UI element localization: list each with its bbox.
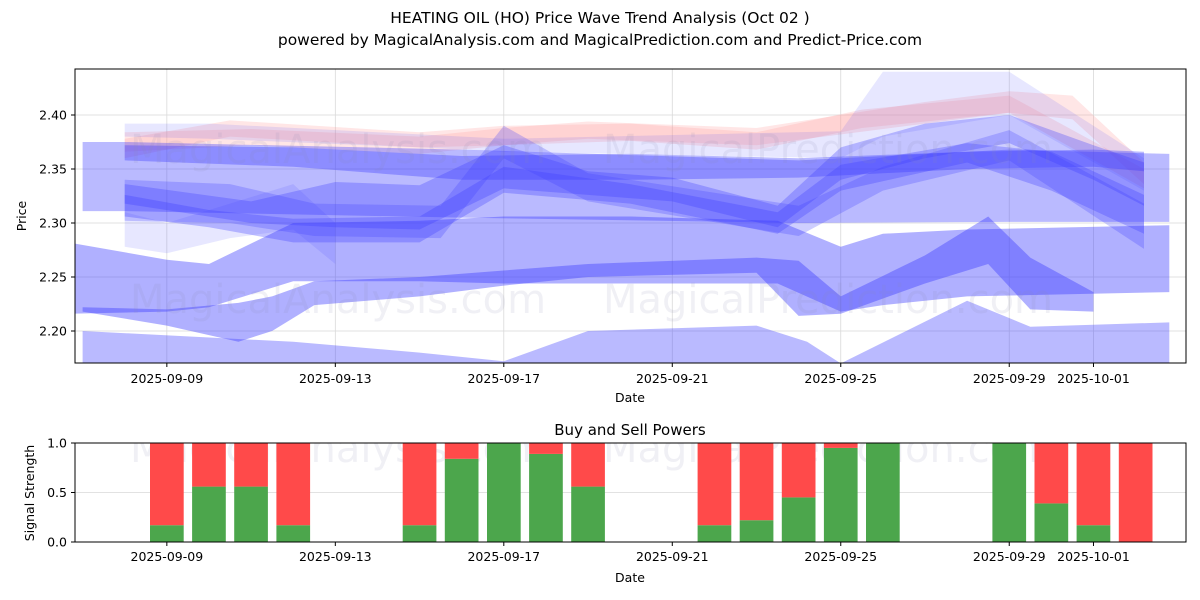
signal-x-tick-label: 2025-09-09 bbox=[131, 549, 204, 564]
buy-bar bbox=[529, 453, 563, 542]
price-x-tick-label: 2025-09-13 bbox=[299, 371, 372, 386]
buy-bar bbox=[823, 447, 858, 542]
buy-bar bbox=[1076, 525, 1111, 542]
price-y-tick-label: 2.35 bbox=[39, 162, 67, 177]
sell-bar bbox=[444, 443, 479, 459]
sell-bar bbox=[739, 443, 774, 521]
signal-x-tick-label: 2025-09-21 bbox=[636, 549, 709, 564]
price-x-tick-label: 2025-10-01 bbox=[1057, 371, 1130, 386]
buy-bar bbox=[444, 458, 479, 542]
watermark-prediction-2: MagicalPrediction.com bbox=[603, 277, 1053, 323]
buy-bar bbox=[697, 525, 732, 542]
buy-bar bbox=[150, 525, 184, 542]
price-x-tick-label: 2025-09-17 bbox=[467, 371, 540, 386]
price-x-axis: 2025-09-09 2025-09-13 2025-09-17 2025-09-21… bbox=[131, 363, 1130, 386]
signal-y-tick-label: 0.5 bbox=[47, 485, 67, 500]
price-y-tick-label: 2.25 bbox=[39, 270, 67, 285]
signal-x-tick-label: 2025-09-29 bbox=[973, 549, 1046, 564]
signal-x-axis: 2025-09-09 2025-09-13 2025-09-17 2025-09-21… bbox=[131, 542, 1130, 564]
watermark-prediction-1: MagicalPrediction.com bbox=[603, 127, 1053, 173]
price-x-tick-label: 2025-09-21 bbox=[636, 371, 709, 386]
price-y-axis: 2.20 2.25 2.30 2.35 2.40 bbox=[39, 108, 75, 339]
buy-bar bbox=[234, 486, 268, 542]
sell-bar bbox=[150, 443, 184, 526]
sell-bar bbox=[192, 443, 226, 487]
wave-band-lavender-low-left bbox=[124, 184, 336, 264]
buy-bar bbox=[402, 525, 437, 542]
price-y-tick-label: 2.20 bbox=[39, 324, 67, 339]
price-y-tick-label: 2.30 bbox=[39, 216, 67, 231]
signal-x-tick-label: 2025-09-13 bbox=[299, 549, 372, 564]
buy-bar bbox=[866, 443, 900, 542]
wave-band-blue-wide-low bbox=[75, 216, 1170, 314]
wave-band-blue-mid-3 bbox=[124, 125, 1144, 249]
wave-band-blue-mid-2 bbox=[124, 143, 1144, 243]
watermark-analysis-1: MagicalAnalysis.com bbox=[130, 127, 546, 173]
sell-bar bbox=[1034, 443, 1069, 504]
wave-band-pink-top-2 bbox=[124, 95, 1144, 189]
wave-band-blue-bottom bbox=[82, 300, 1170, 363]
price-y-tick-label: 2.40 bbox=[39, 108, 67, 123]
price-x-axis-label: Date bbox=[615, 390, 645, 405]
sell-bar bbox=[697, 443, 732, 526]
buy-bar bbox=[781, 497, 816, 542]
wave-band-blue-mid-1 bbox=[124, 115, 1144, 230]
sell-bar bbox=[571, 443, 605, 487]
price-plot-frame bbox=[74, 68, 1187, 364]
sell-bar bbox=[276, 443, 311, 526]
signal-y-tick-label: 0.0 bbox=[47, 535, 67, 550]
price-y-axis-label: Price bbox=[14, 200, 29, 231]
sell-bar bbox=[529, 443, 563, 454]
sell-bar bbox=[823, 443, 858, 448]
watermarks-top: MagicalAnalysis.com MagicalPrediction.co… bbox=[130, 127, 1053, 323]
signal-y-tick-label: 1.0 bbox=[47, 436, 67, 451]
signal-x-tick-label: 2025-10-01 bbox=[1057, 549, 1130, 564]
sell-bar bbox=[1118, 443, 1153, 542]
price-grid bbox=[75, 69, 1186, 363]
sell-bar bbox=[402, 443, 437, 526]
chart-title: HEATING OIL (HO) Price Wave Trend Analys… bbox=[390, 9, 810, 27]
signal-x-tick-label: 2025-09-25 bbox=[804, 549, 877, 564]
signal-x-axis-label: Date bbox=[615, 570, 645, 585]
signal-chart-title: Buy and Sell Powers bbox=[554, 421, 706, 439]
watermark-analysis-2: MagicalAnalysis.com bbox=[130, 277, 546, 323]
signal-y-axis-label: Signal Strength bbox=[22, 445, 37, 541]
signal-y-axis: 0.0 0.5 1.0 bbox=[47, 436, 75, 550]
signal-x-tick-label: 2025-09-17 bbox=[467, 549, 540, 564]
buy-bar bbox=[739, 520, 774, 542]
sell-bar bbox=[1076, 443, 1111, 526]
wave-band-lavender-top bbox=[124, 71, 1144, 191]
buy-bar bbox=[992, 443, 1027, 542]
buy-bar bbox=[192, 486, 226, 542]
wave-band-blue-box-left bbox=[82, 142, 1170, 223]
wave-band-blue-dark-low bbox=[82, 216, 1094, 342]
buy-bar bbox=[276, 525, 311, 542]
sell-bar bbox=[781, 443, 816, 498]
price-x-tick-label: 2025-09-25 bbox=[804, 371, 877, 386]
wave-band-pink-top-1 bbox=[124, 91, 1144, 185]
wave-band-blue-upper-1 bbox=[124, 145, 1144, 180]
wave-bands bbox=[75, 71, 1170, 363]
sell-bar bbox=[234, 443, 268, 487]
price-x-tick-label: 2025-09-09 bbox=[131, 371, 204, 386]
buy-bar bbox=[571, 486, 605, 542]
buy-bar bbox=[487, 443, 521, 542]
buy-bar bbox=[1034, 503, 1069, 542]
chart-subtitle: powered by MagicalAnalysis.com and Magic… bbox=[277, 31, 923, 49]
signal-bars bbox=[150, 443, 1153, 542]
price-x-tick-label: 2025-09-29 bbox=[973, 371, 1046, 386]
